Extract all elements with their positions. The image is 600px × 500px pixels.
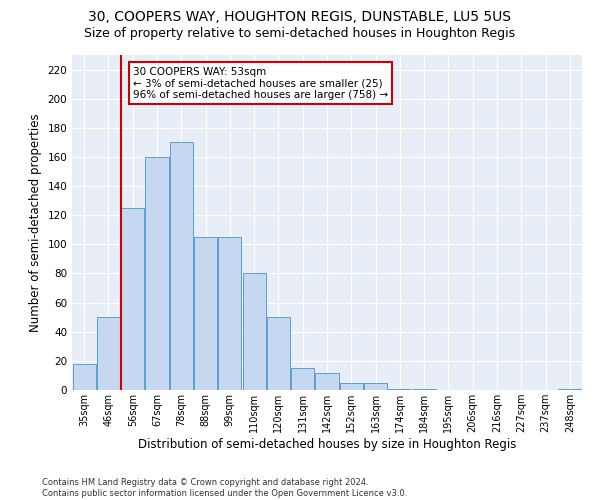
- Bar: [194, 237, 217, 390]
- Bar: [121, 208, 144, 390]
- Bar: [218, 237, 241, 390]
- Bar: [267, 317, 290, 390]
- Bar: [170, 142, 193, 390]
- Text: 30 COOPERS WAY: 53sqm
← 3% of semi-detached houses are smaller (25)
96% of semi-: 30 COOPERS WAY: 53sqm ← 3% of semi-detac…: [133, 66, 388, 100]
- X-axis label: Distribution of semi-detached houses by size in Houghton Regis: Distribution of semi-detached houses by …: [138, 438, 516, 451]
- Text: 30, COOPERS WAY, HOUGHTON REGIS, DUNSTABLE, LU5 5US: 30, COOPERS WAY, HOUGHTON REGIS, DUNSTAB…: [89, 10, 511, 24]
- Text: Contains HM Land Registry data © Crown copyright and database right 2024.
Contai: Contains HM Land Registry data © Crown c…: [42, 478, 407, 498]
- Bar: [316, 372, 338, 390]
- Bar: [340, 382, 363, 390]
- Bar: [242, 274, 266, 390]
- Bar: [97, 317, 120, 390]
- Bar: [73, 364, 95, 390]
- Bar: [559, 388, 581, 390]
- Y-axis label: Number of semi-detached properties: Number of semi-detached properties: [29, 113, 42, 332]
- Bar: [291, 368, 314, 390]
- Bar: [364, 382, 387, 390]
- Bar: [413, 388, 436, 390]
- Bar: [145, 157, 169, 390]
- Bar: [388, 388, 412, 390]
- Text: Size of property relative to semi-detached houses in Houghton Regis: Size of property relative to semi-detach…: [85, 28, 515, 40]
